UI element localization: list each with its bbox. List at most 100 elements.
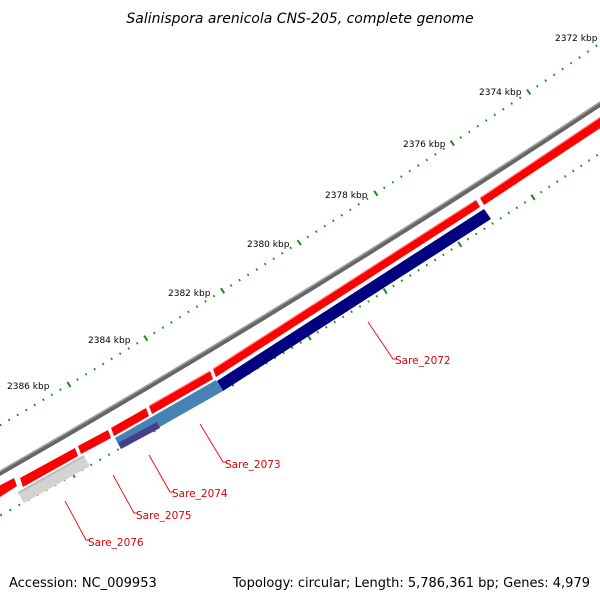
minor-tick xyxy=(118,352,122,356)
minor-tick xyxy=(392,284,395,288)
minor-tick xyxy=(375,294,379,298)
cds-segment xyxy=(78,430,111,454)
minor-tick xyxy=(161,326,165,330)
minor-tick xyxy=(408,274,412,277)
minor-tick xyxy=(25,408,28,412)
tick-label-2384: 2384 kbp xyxy=(88,336,131,346)
minor-tick xyxy=(400,175,403,179)
minor-tick xyxy=(569,61,573,65)
minor-tick xyxy=(433,258,437,262)
tick-label-2382: 2382 kbp xyxy=(168,289,211,299)
minor-tick xyxy=(187,310,190,314)
minor-tick xyxy=(349,208,352,212)
minor-tick xyxy=(499,216,502,220)
minor-tick xyxy=(595,44,598,48)
minor-tick xyxy=(8,508,12,512)
minor-tick xyxy=(33,403,36,407)
minor-tick xyxy=(535,84,539,88)
minor-tick xyxy=(93,367,96,371)
minor-tick xyxy=(417,164,420,167)
outer-tick-ring xyxy=(0,44,598,427)
minor-tick xyxy=(0,423,2,427)
minor-tick xyxy=(238,278,241,282)
minor-tick xyxy=(468,130,471,134)
gene-label-sare-2072[interactable]: Sare_2072 xyxy=(395,355,451,367)
gene-labels: Sare_2072 Sare_2073 Sare_2074 Sare_2075 … xyxy=(88,355,451,549)
gene-bar-sare-2074 xyxy=(118,422,160,449)
minor-tick xyxy=(299,341,302,345)
minor-tick xyxy=(518,96,522,100)
minor-tick xyxy=(136,341,139,345)
leader-line-sare-2072 xyxy=(367,321,397,360)
minor-tick xyxy=(391,180,395,184)
cds-segment xyxy=(149,371,213,414)
minor-tick xyxy=(586,50,590,54)
minor-tick xyxy=(7,418,11,422)
major-tick xyxy=(220,287,226,294)
minor-tick xyxy=(476,124,480,128)
minor-tick xyxy=(459,136,463,139)
minor-tick xyxy=(341,315,345,319)
minor-tick xyxy=(474,232,478,236)
minor-tick xyxy=(98,458,102,462)
minor-tick xyxy=(290,346,294,350)
minor-tick xyxy=(333,320,336,324)
minor-tick xyxy=(563,174,567,178)
minor-tick xyxy=(84,372,88,376)
kbp-labels: 2372 kbp 2374 kbp 2376 kbp 2378 kbp 2380… xyxy=(7,34,598,392)
tick-label-2376: 2376 kbp xyxy=(403,140,446,150)
minor-tick xyxy=(116,448,120,452)
minor-tick xyxy=(493,113,497,117)
minor-tick xyxy=(523,201,527,204)
minor-tick xyxy=(507,211,511,215)
minor-tick xyxy=(367,300,370,303)
major-tick xyxy=(449,140,455,147)
minor-tick xyxy=(539,190,543,194)
gene-label-sare-2076[interactable]: Sare_2076 xyxy=(88,537,144,549)
minor-tick xyxy=(316,330,319,334)
minor-tick xyxy=(212,294,216,298)
leader-line-sare-2074 xyxy=(148,454,174,493)
minor-tick xyxy=(59,388,62,392)
minor-tick xyxy=(204,299,207,303)
gene-bar-sare-2072 xyxy=(217,209,491,391)
major-tick xyxy=(66,381,72,388)
minor-tick xyxy=(16,413,19,417)
cds-segment xyxy=(213,200,480,377)
minor-tick xyxy=(425,263,429,267)
minor-tick xyxy=(0,513,3,517)
major-tick xyxy=(382,287,388,295)
minor-tick xyxy=(442,253,445,257)
gene-label-sare-2075[interactable]: Sare_2075 xyxy=(136,510,192,522)
minor-tick xyxy=(450,248,453,251)
minor-tick xyxy=(383,186,386,190)
minor-tick xyxy=(18,503,21,507)
minor-tick xyxy=(170,321,173,324)
tick-label-2380: 2380 kbp xyxy=(247,240,290,250)
minor-tick xyxy=(491,222,494,225)
accession-text: Accession: NC_009953 xyxy=(9,576,157,591)
minor-tick xyxy=(358,305,362,308)
minor-tick xyxy=(561,67,564,71)
minor-tick xyxy=(127,347,130,350)
minor-tick xyxy=(289,246,292,250)
major-tick xyxy=(457,241,463,248)
minor-tick xyxy=(466,237,470,241)
leader-line-sare-2076 xyxy=(64,500,90,541)
tick-label-2378: 2378 kbp xyxy=(325,191,368,201)
minor-tick xyxy=(501,107,505,111)
gene-label-sare-2074[interactable]: Sare_2074 xyxy=(172,488,228,500)
minor-tick xyxy=(408,169,412,173)
major-tick xyxy=(526,88,532,96)
minor-tick xyxy=(485,119,488,122)
minor-tick xyxy=(195,305,199,309)
minor-tick xyxy=(325,325,328,329)
major-tick xyxy=(143,335,149,342)
minor-tick xyxy=(350,310,353,314)
minor-tick xyxy=(246,273,250,277)
minor-tick xyxy=(579,164,583,168)
minor-tick xyxy=(434,152,437,156)
cds-segment xyxy=(480,117,600,205)
gene-label-sare-2073[interactable]: Sare_2073 xyxy=(225,459,281,471)
tick-label-2386: 2386 kbp xyxy=(7,382,50,392)
